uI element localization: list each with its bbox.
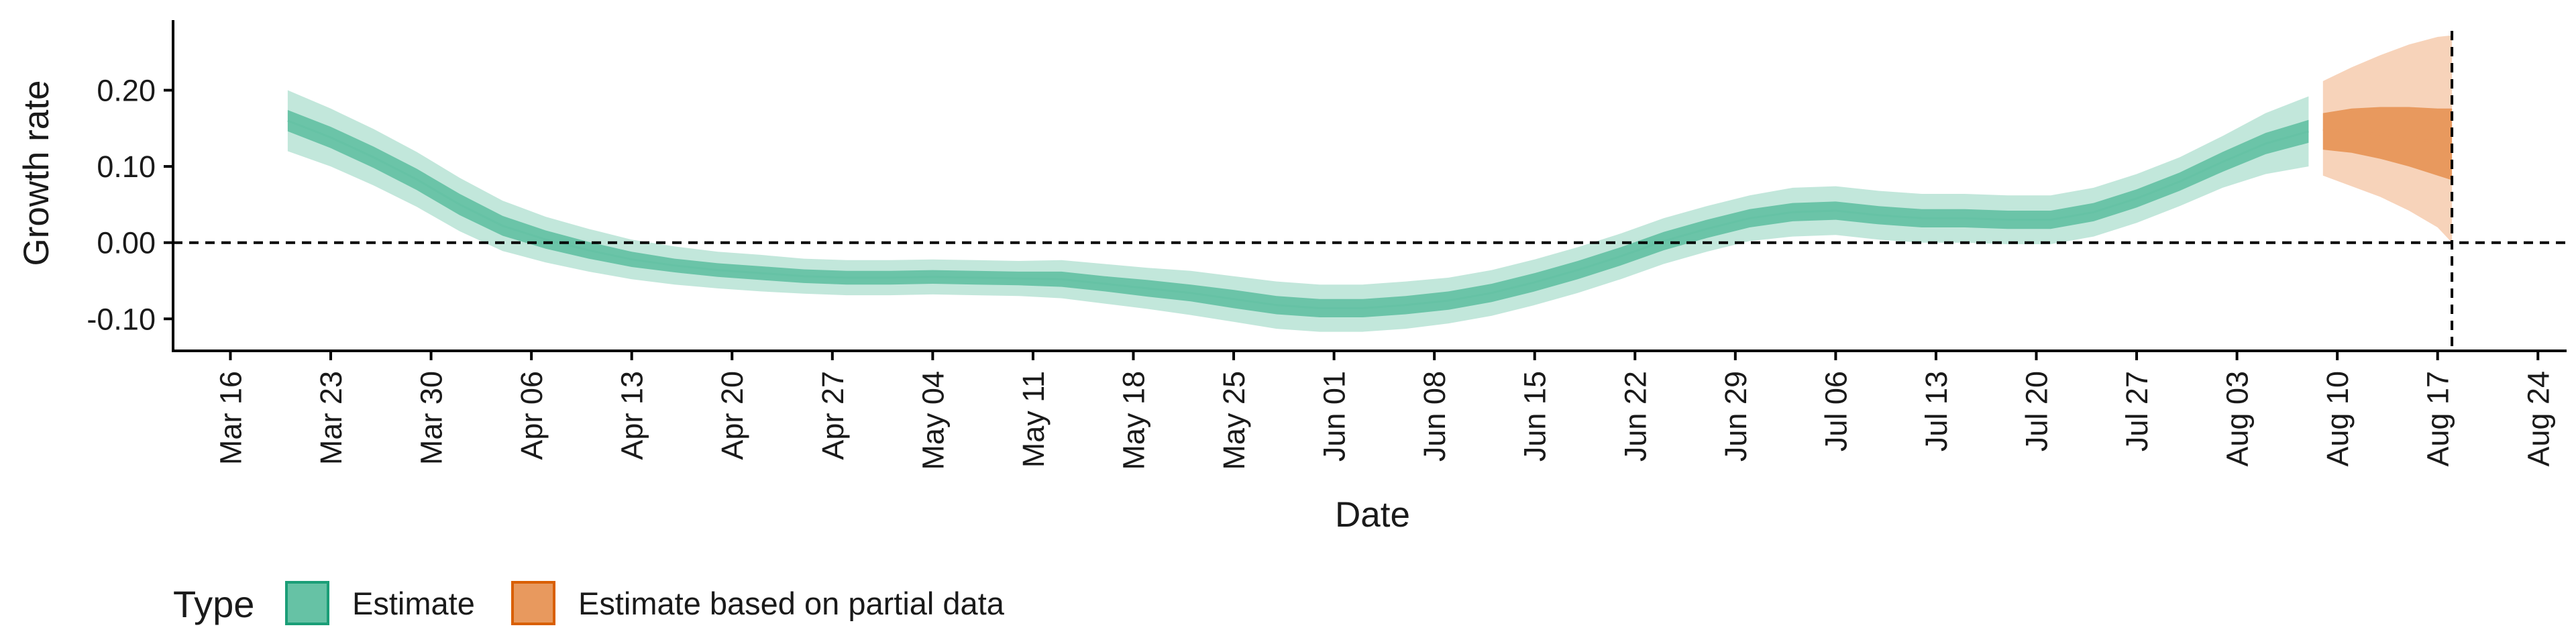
- series-partial-data: [2322, 35, 2453, 243]
- x-tick-label: Jun 01: [1318, 371, 1352, 462]
- legend-label-partial: Estimate based on partial data: [578, 586, 1005, 621]
- x-tick-label: Jul 20: [2019, 371, 2053, 451]
- legend-label-estimate: Estimate: [352, 586, 475, 621]
- x-tick-label: Mar 16: [213, 371, 248, 465]
- y-tick-label: 0.00: [97, 226, 156, 260]
- legend-swatch-estimate: [285, 581, 329, 625]
- y-axis-ticks: -0.10 0.00 0.10 0.20: [87, 74, 173, 336]
- x-tick-label: Jul 27: [2120, 371, 2154, 451]
- legend-swatch-partial: [511, 581, 555, 625]
- x-tick-label: Jul 06: [1819, 371, 1853, 451]
- median-line-1: [2322, 129, 2453, 145]
- x-tick-label: Aug 03: [2220, 371, 2255, 467]
- x-tick-label: Apr 27: [816, 371, 850, 460]
- x-tick-label: Aug 10: [2320, 371, 2355, 467]
- x-tick-label: May 18: [1116, 371, 1150, 470]
- y-tick-label: 0.20: [97, 74, 156, 108]
- legend: Type Estimate Estimate based on partial …: [173, 581, 1005, 625]
- x-axis-title: Date: [1335, 495, 1410, 535]
- series-bands: [287, 35, 2453, 332]
- y-tick-label: 0.10: [97, 150, 156, 184]
- x-tick-label: May 25: [1217, 371, 1251, 470]
- reference-lines: [173, 31, 2567, 351]
- series-estimate: [287, 90, 2309, 332]
- x-tick-label: Apr 20: [715, 371, 749, 460]
- x-tick-label: Apr 13: [615, 371, 649, 460]
- legend-title: Type: [173, 583, 254, 625]
- axes: [172, 20, 2567, 352]
- x-tick-label: May 11: [1016, 371, 1051, 468]
- y-axis-title: Growth rate: [17, 80, 56, 266]
- x-tick-label: Apr 06: [515, 371, 549, 460]
- x-tick-label: Aug 17: [2421, 371, 2455, 467]
- band-50-1: [2322, 107, 2453, 180]
- x-tick-label: Jun 29: [1719, 371, 1753, 462]
- y-tick-label: -0.10: [87, 302, 156, 336]
- x-tick-label: Mar 30: [415, 371, 449, 465]
- x-tick-label: Aug 24: [2521, 371, 2555, 467]
- x-tick-label: May 04: [916, 371, 950, 470]
- x-tick-label: Jul 13: [1919, 371, 1953, 451]
- band-50-0: [287, 110, 2309, 317]
- x-tick-label: Jun 08: [1417, 371, 1452, 462]
- x-tick-label: Jun 15: [1518, 371, 1552, 462]
- x-axis-ticks: Mar 16 Mar 23 Mar 30 Apr 06 Apr 13 Apr 20 Apr …: [213, 351, 2555, 470]
- x-tick-label: Jun 22: [1618, 371, 1652, 462]
- median-line-0: [287, 119, 2309, 309]
- x-tick-label: Mar 23: [314, 371, 348, 465]
